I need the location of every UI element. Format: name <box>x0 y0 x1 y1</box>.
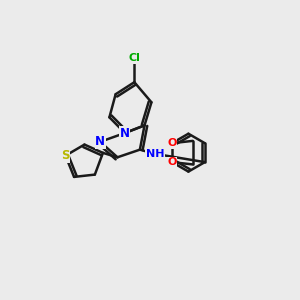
Text: O: O <box>167 157 177 167</box>
Text: O: O <box>167 138 177 148</box>
Text: Cl: Cl <box>128 53 140 63</box>
Text: S: S <box>61 149 70 162</box>
Text: NH: NH <box>146 149 164 159</box>
Text: N: N <box>120 127 130 140</box>
Text: N: N <box>95 135 105 148</box>
